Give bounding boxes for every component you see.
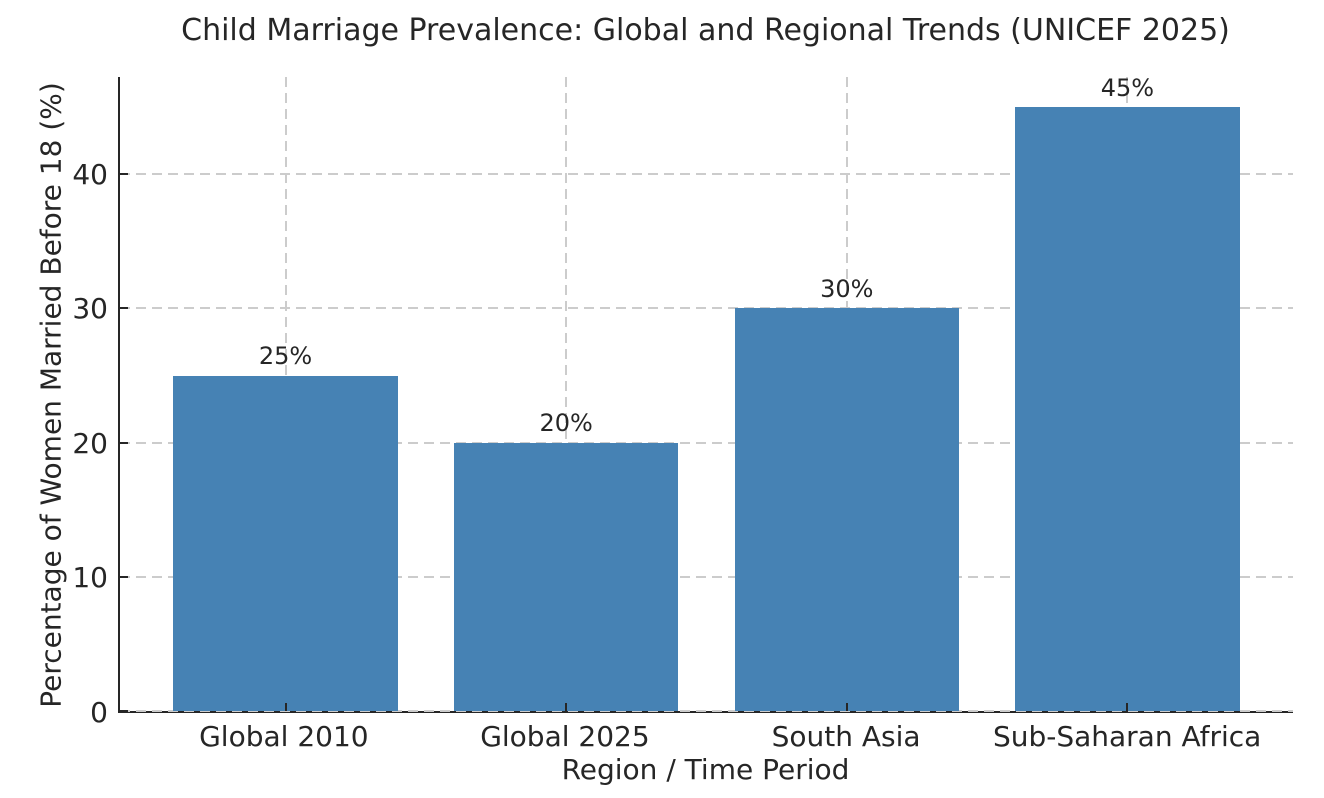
x-tick-mark: [1126, 703, 1129, 711]
y-tick-label: 30: [72, 292, 108, 326]
plot-area: 25% 20% 30% 45%: [118, 73, 1293, 713]
chart-title: Child Marriage Prevalence: Global and Re…: [181, 13, 1230, 48]
ticks-layer: [120, 77, 1293, 712]
gridline-vertical: [565, 77, 568, 711]
gridline-horizontal: [120, 575, 1293, 578]
gridline-horizontal: [120, 441, 1293, 444]
y-tick-label: 20: [72, 426, 108, 460]
x-tick-label-global-2010: Global 2010: [199, 720, 369, 753]
y-tick-mark: [120, 307, 128, 310]
bar-value-label-global-2025: 20%: [539, 409, 593, 438]
y-tick-label: 40: [72, 157, 108, 191]
bar-sub-saharan-africa: [1015, 107, 1240, 711]
y-tick-mark: [120, 173, 128, 176]
x-tick-mark: [565, 703, 568, 711]
bar-value-label-sub-saharan-africa: 45%: [1100, 73, 1155, 102]
x-tick-label-south-asia: South Asia: [771, 720, 921, 753]
x-tick-mark: [284, 703, 287, 711]
x-axis-label: Region / Time Period: [561, 753, 850, 786]
x-tick-labels: Global 2010 Global 2025 South Asia Sub-Saha…: [118, 720, 1293, 754]
y-tick-label: 0: [90, 696, 108, 729]
bar-global-2010: [173, 375, 398, 711]
y-tick-label: 10: [72, 561, 108, 595]
gridline-horizontal: [120, 307, 1293, 310]
y-tick-mark: [120, 575, 128, 578]
x-tick-mark: [845, 703, 848, 711]
bars-layer: 25% 20% 30% 45%: [120, 73, 1293, 711]
bar-global-2025: [453, 442, 679, 711]
x-tick-label-global-2025: Global 2025: [480, 720, 650, 753]
bar-value-label-global-2010: 25%: [258, 342, 313, 371]
bar-south-asia: [734, 308, 960, 711]
y-tick-mark: [120, 710, 128, 712]
gridline-horizontal: [120, 173, 1293, 176]
x-tick-label-sub-saharan-africa: Sub-Saharan Africa: [992, 720, 1262, 753]
y-tick-labels: 0 10 20 30 40: [0, 77, 108, 726]
y-tick-mark: [120, 441, 128, 444]
gridline-horizontal: [120, 710, 1293, 712]
bar-value-label-south-asia: 30%: [820, 275, 874, 304]
